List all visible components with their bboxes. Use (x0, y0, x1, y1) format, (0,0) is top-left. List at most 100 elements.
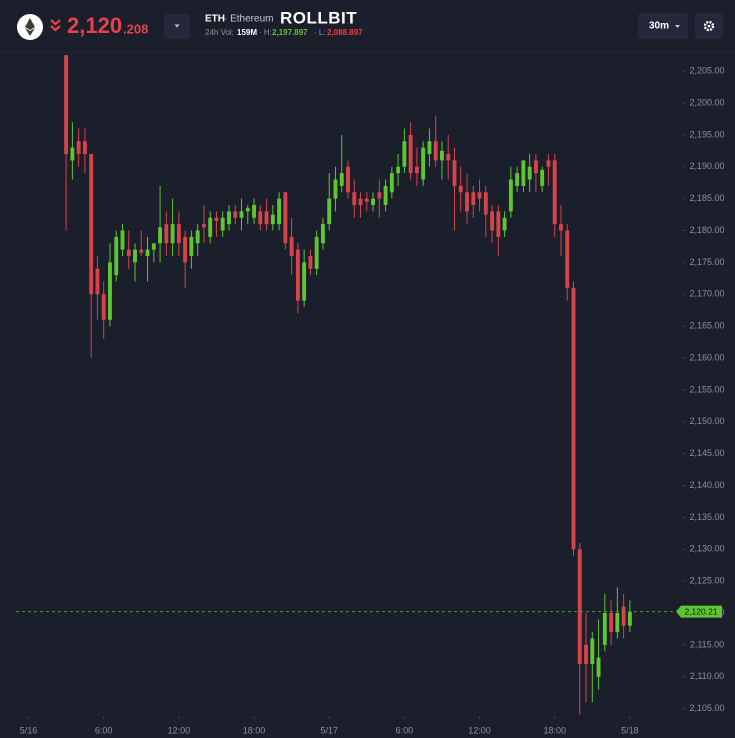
y-tick-label: 2,150.00 (689, 416, 724, 426)
candle-body (64, 55, 69, 154)
brand-logo: ROLLBIT (280, 8, 357, 27)
candle-body (414, 166, 419, 174)
candle-body (333, 179, 338, 199)
candle-body (571, 287, 576, 550)
candle-body (433, 141, 438, 161)
candle-body (327, 198, 332, 225)
y-tick-label: 2,155.00 (689, 384, 724, 394)
symbol: ETH (205, 14, 225, 25)
candle-body (477, 192, 482, 199)
candle-body (339, 173, 344, 186)
candle-body (245, 208, 250, 212)
candle-body (95, 268, 100, 295)
y-tick-label: 2,115.00 (690, 639, 724, 649)
candle-body (82, 141, 87, 154)
y-tick-label: 2,180.00 (689, 225, 724, 235)
candle-body (490, 211, 495, 231)
candle-body (352, 192, 357, 205)
candle-body (408, 134, 413, 174)
candle-body (396, 166, 401, 174)
high-value: 2,197.897 (272, 28, 308, 37)
candle-body (483, 192, 488, 215)
y-tick-label: 2,160.00 (689, 352, 724, 362)
y-tick-label: 2,145.00 (689, 448, 724, 458)
y-tick-label: 2,165.00 (689, 321, 724, 331)
x-tick-label: 5/17 (320, 725, 338, 735)
candle-body (377, 192, 382, 199)
x-tick-label: 18:00 (543, 725, 566, 735)
vol-label: 24h Vol: (205, 28, 234, 37)
candle-body (252, 205, 256, 218)
candle-body (89, 154, 94, 295)
candle-body (615, 613, 620, 633)
candle-body (227, 211, 231, 225)
candle-body (308, 256, 313, 269)
candle-body (496, 211, 501, 237)
y-tick-label: 2,110.00 (690, 671, 724, 681)
candle-body (158, 227, 163, 244)
candle-body (565, 230, 570, 288)
x-tick-label: 5/16 (20, 725, 38, 735)
candle-body (214, 217, 219, 221)
y-tick-label: 2,105.00 (689, 703, 724, 713)
y-tick-label: 2,170.00 (689, 289, 724, 299)
candle-body (108, 262, 112, 320)
candle-body (208, 217, 213, 237)
candle-body (346, 166, 350, 193)
y-tick-label: 2,185.00 (689, 193, 724, 203)
candle-body (164, 224, 169, 244)
candle-body (609, 613, 614, 633)
y-tick-label: 2,200.00 (689, 97, 724, 107)
candle-body (289, 236, 294, 256)
candle-body (358, 198, 363, 205)
candle-body (546, 160, 551, 167)
candle-body (239, 211, 244, 218)
candle-body (258, 211, 263, 225)
settings-button[interactable] (695, 13, 723, 39)
candle-body (201, 224, 206, 228)
candle-body (264, 211, 269, 225)
candle-body (170, 224, 175, 244)
candle-body (533, 160, 538, 174)
candle-body (596, 657, 601, 677)
candle-body (452, 160, 457, 186)
y-tick-label: 2,175.00 (689, 257, 724, 267)
candle-body (270, 214, 275, 225)
candle-body (321, 224, 325, 244)
candle-body (458, 185, 463, 193)
candle-body (621, 606, 626, 626)
candle-body (189, 236, 194, 256)
y-tick-label: 2,135.00 (689, 512, 724, 522)
candle-body (114, 236, 119, 276)
candle-body (465, 192, 469, 212)
candle-body (590, 638, 595, 664)
candle-body (521, 160, 526, 186)
candle-body (515, 173, 520, 186)
high-label: · H: (259, 28, 272, 37)
last-price-label: 2,120.21 (684, 606, 717, 616)
candle-body (76, 141, 81, 154)
x-tick-label: 12:00 (468, 725, 491, 735)
candle-body (427, 141, 432, 154)
candle-body (446, 154, 451, 161)
candle-body (139, 249, 144, 253)
candle-body (295, 249, 300, 301)
x-tick-label: 12:00 (168, 725, 191, 735)
candle-body (183, 236, 188, 263)
y-tick-label: 2,190.00 (689, 161, 724, 171)
y-tick-label: 2,140.00 (689, 480, 724, 490)
y-tick-label: 2,205.00 (689, 66, 724, 76)
candle-body (120, 230, 125, 250)
candle-body (421, 147, 426, 180)
candle-body (383, 185, 388, 205)
y-tick-label: 2,195.00 (689, 129, 724, 139)
interval-button[interactable]: 30m (638, 13, 688, 39)
x-tick-label: 18:00 (243, 725, 266, 735)
candle-body (176, 224, 181, 244)
price-dropdown[interactable] (164, 14, 190, 39)
interval-label: 30m (649, 21, 669, 32)
candle-body (151, 243, 156, 250)
candle-body (584, 644, 588, 664)
y-tick-label: 2,125.00 (689, 576, 724, 586)
